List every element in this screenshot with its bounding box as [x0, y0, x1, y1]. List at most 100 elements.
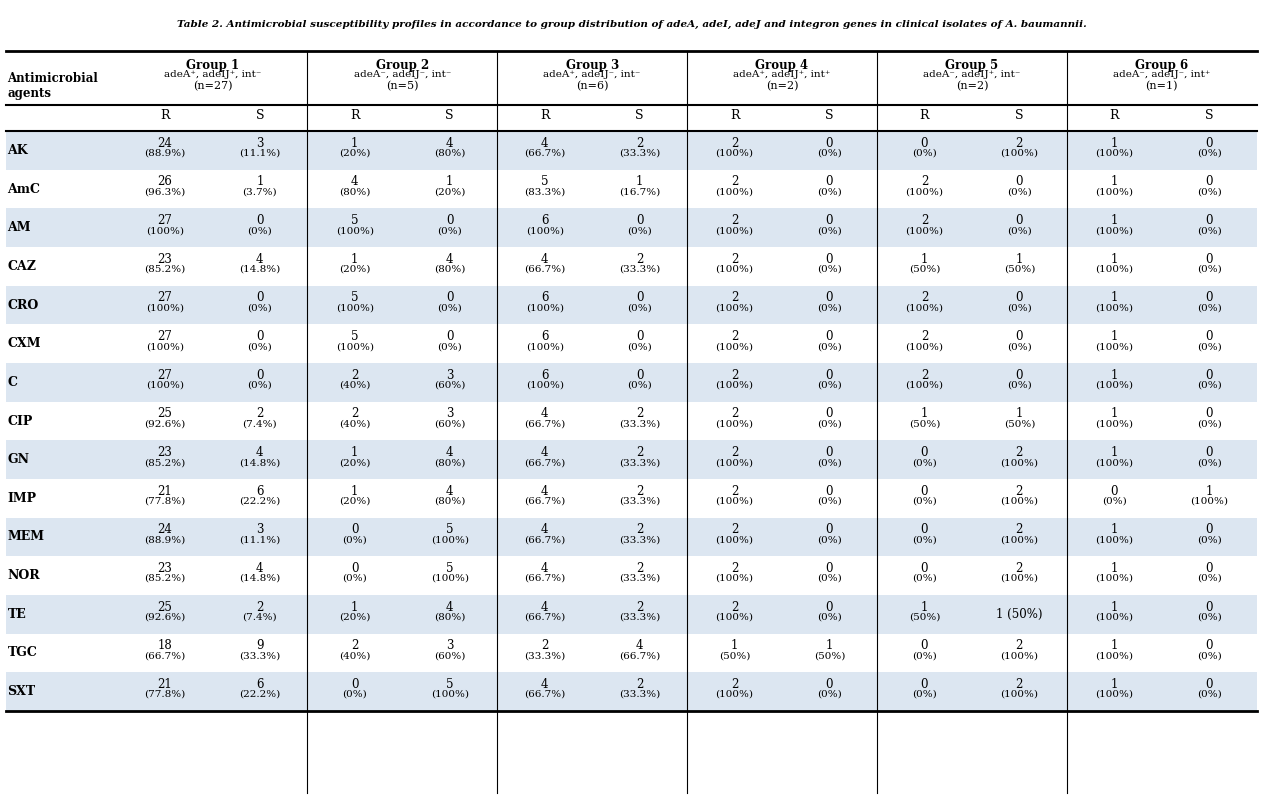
Text: 2: 2 [1015, 523, 1023, 536]
Text: 1: 1 [1110, 523, 1118, 536]
Text: (85.2%): (85.2%) [144, 574, 186, 583]
Text: 18: 18 [158, 639, 172, 652]
Text: (n=1): (n=1) [1146, 81, 1178, 92]
Text: 2: 2 [731, 407, 739, 420]
Text: (100%): (100%) [716, 613, 754, 621]
Text: adeA⁺, adeIJ⁻, int⁻: adeA⁺, adeIJ⁻, int⁻ [543, 70, 640, 79]
Text: 2: 2 [1015, 485, 1023, 497]
Text: (100%): (100%) [1095, 690, 1133, 699]
Text: 2: 2 [921, 330, 928, 343]
Text: (66.7%): (66.7%) [144, 651, 186, 660]
Text: adeA⁻, adeIJ⁻, int⁻: adeA⁻, adeIJ⁻, int⁻ [354, 70, 451, 79]
Text: 2: 2 [731, 291, 739, 304]
Text: (100%): (100%) [1095, 149, 1133, 158]
Text: 2: 2 [635, 253, 643, 266]
Text: 5: 5 [446, 562, 453, 575]
Text: (0%): (0%) [1197, 613, 1221, 621]
Text: (20%): (20%) [434, 188, 466, 196]
Text: (100%): (100%) [716, 303, 754, 312]
Text: adeA⁻, adeIJ⁻, int⁺: adeA⁻, adeIJ⁻, int⁺ [1113, 70, 1210, 79]
Text: adeA⁻, adeIJ⁺, int⁻: adeA⁻, adeIJ⁺, int⁻ [923, 70, 1021, 79]
Text: (100%): (100%) [1000, 690, 1038, 699]
Text: (0%): (0%) [1197, 574, 1221, 583]
Text: 9: 9 [256, 639, 264, 652]
Text: 1: 1 [826, 639, 834, 652]
Text: (100%): (100%) [525, 381, 563, 390]
Text: 4: 4 [256, 253, 264, 266]
Text: (66.7%): (66.7%) [524, 149, 566, 158]
Text: 4: 4 [446, 485, 453, 497]
Text: (22.2%): (22.2%) [239, 690, 280, 699]
Text: (0%): (0%) [1197, 419, 1221, 428]
Text: 2: 2 [731, 369, 739, 382]
Text: 4: 4 [541, 485, 548, 497]
Text: 2: 2 [1015, 639, 1023, 652]
Text: 2: 2 [635, 562, 643, 575]
Text: (0%): (0%) [628, 342, 652, 351]
Text: 0: 0 [1015, 291, 1023, 304]
Text: (50%): (50%) [908, 613, 940, 621]
Text: (0%): (0%) [1197, 342, 1221, 351]
Text: (40%): (40%) [338, 419, 370, 428]
Text: (100%): (100%) [525, 342, 563, 351]
FancyBboxPatch shape [6, 247, 1257, 286]
Text: 5: 5 [351, 214, 359, 227]
Text: 1: 1 [1110, 407, 1118, 420]
Text: 0: 0 [826, 678, 834, 691]
Text: (50%): (50%) [719, 651, 750, 660]
Text: 4: 4 [446, 253, 453, 266]
Text: 24: 24 [158, 137, 172, 150]
Text: S: S [635, 109, 644, 122]
Text: IMP: IMP [8, 492, 37, 505]
Text: 0: 0 [1205, 369, 1212, 382]
Text: 0: 0 [1205, 562, 1212, 575]
Text: (0%): (0%) [912, 535, 937, 544]
Text: (50%): (50%) [908, 265, 940, 274]
Text: 2: 2 [351, 407, 359, 420]
Text: S: S [1015, 109, 1023, 122]
Text: (100%): (100%) [1000, 497, 1038, 506]
Text: 1: 1 [1110, 446, 1118, 459]
Text: (0%): (0%) [817, 381, 842, 390]
Text: (88.9%): (88.9%) [144, 149, 186, 158]
Text: (96.3%): (96.3%) [144, 188, 186, 196]
Text: 2: 2 [635, 678, 643, 691]
Text: 2: 2 [256, 601, 264, 613]
Text: 2: 2 [731, 253, 739, 266]
Text: S: S [825, 109, 834, 122]
Text: (100%): (100%) [1095, 381, 1133, 390]
Text: (0%): (0%) [912, 651, 937, 660]
Text: (100%): (100%) [525, 226, 563, 235]
Text: 2: 2 [351, 639, 359, 652]
Text: 0: 0 [826, 562, 834, 575]
Text: (66.7%): (66.7%) [524, 535, 566, 544]
Text: 2: 2 [731, 562, 739, 575]
Text: (0%): (0%) [342, 690, 368, 699]
Text: 0: 0 [826, 523, 834, 536]
Text: (0%): (0%) [912, 149, 937, 158]
Text: 0: 0 [826, 137, 834, 150]
FancyBboxPatch shape [6, 286, 1257, 324]
Text: (100%): (100%) [1000, 458, 1038, 467]
Text: 2: 2 [731, 601, 739, 613]
Text: 0: 0 [1205, 446, 1212, 459]
Text: 2: 2 [731, 330, 739, 343]
Text: (50%): (50%) [813, 651, 845, 660]
Text: (80%): (80%) [434, 149, 466, 158]
Text: 0: 0 [635, 369, 643, 382]
Text: 0: 0 [1205, 330, 1212, 343]
Text: (0%): (0%) [1197, 651, 1221, 660]
Text: (100%): (100%) [1095, 574, 1133, 583]
Text: GN: GN [8, 453, 29, 466]
Text: (100%): (100%) [906, 188, 943, 196]
Text: (11.1%): (11.1%) [239, 535, 280, 544]
Text: 0: 0 [826, 407, 834, 420]
Text: 2: 2 [731, 137, 739, 150]
Text: 1: 1 [731, 639, 739, 652]
Text: (85.2%): (85.2%) [144, 265, 186, 274]
Text: 0: 0 [256, 291, 264, 304]
Text: (100%): (100%) [1000, 651, 1038, 660]
Text: 0: 0 [1015, 214, 1023, 227]
Text: (100%): (100%) [716, 265, 754, 274]
Text: 0: 0 [921, 446, 928, 459]
